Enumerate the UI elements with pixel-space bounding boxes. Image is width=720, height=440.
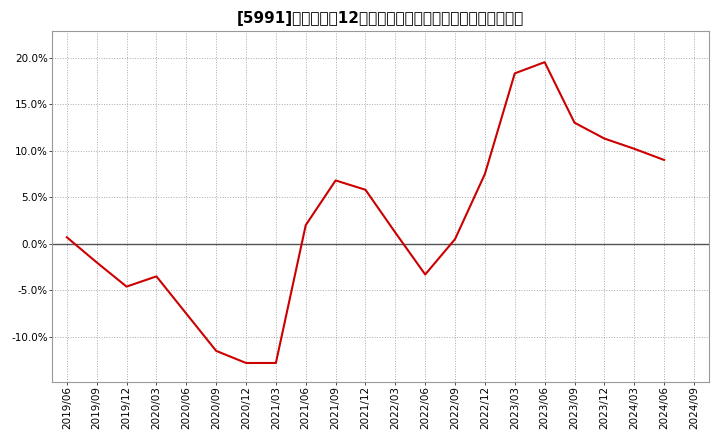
Title: [5991]　売上高の12か月移動合計の対前年同期増減率の推移: [5991] 売上高の12か月移動合計の対前年同期増減率の推移 <box>237 11 524 26</box>
